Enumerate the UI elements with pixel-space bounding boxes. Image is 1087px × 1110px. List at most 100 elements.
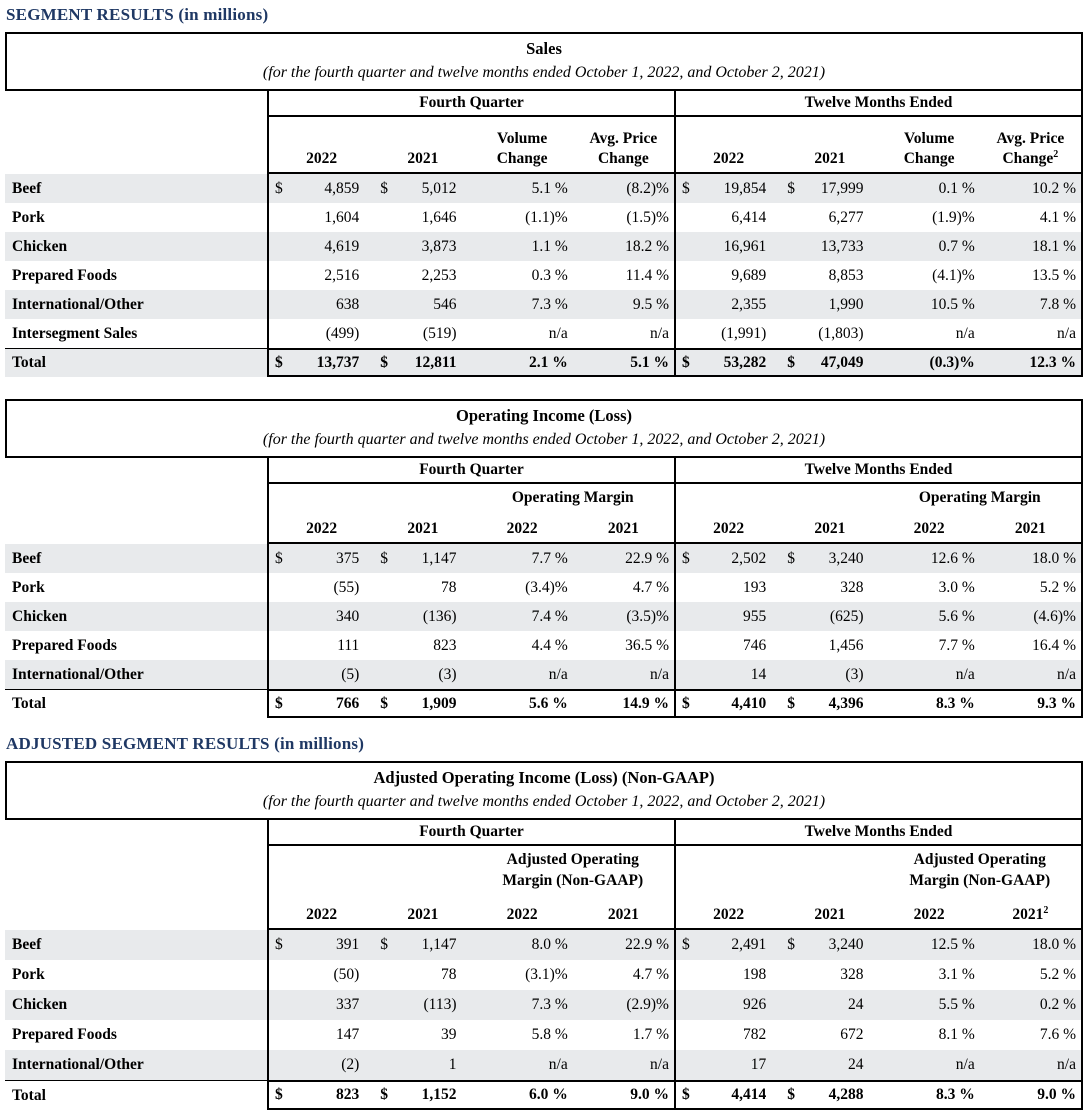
- column-header-line2: Change2: [1002, 148, 1059, 167]
- percent-cell: 18.2 %: [573, 232, 674, 261]
- year-header-row: 2022 2021 2022 2021: [269, 905, 674, 925]
- footnote-superscript: 2: [1053, 148, 1059, 160]
- percent-cell: 18.1 %: [980, 232, 1081, 261]
- twelve-months-cells: $4,410 $4,396 8.3 % 9.3 %: [674, 689, 1083, 718]
- fourth-quarter-cells: $13,737 $12,811 2.1 % 5.1 %: [267, 348, 674, 377]
- column-header-line2: 2021: [814, 150, 846, 167]
- amount-cell: 340: [269, 602, 374, 631]
- fourth-quarter-cells: $391 $1,147 8.0 % 22.9 %: [267, 930, 674, 960]
- adjusted-operating-income-table: Adjusted Operating Income (Loss) (Non-GA…: [5, 761, 1083, 1110]
- year-header: 2021: [980, 519, 1081, 539]
- fourth-quarter-cells: (50) 78 (3.1)% 4.7 %: [267, 960, 674, 990]
- amount-cell: 111: [269, 631, 374, 660]
- margin-span-line: Operating Margin: [511, 489, 634, 506]
- amount-cell: 6,414: [676, 203, 781, 232]
- percent-cell: 22.9 %: [573, 544, 674, 573]
- amount-cell: $766: [269, 691, 374, 716]
- dollar-sign: $: [787, 549, 796, 567]
- column-headers-twelve-months: Adjusted Operating Margin (Non-GAAP) 2022 2…: [674, 846, 1083, 930]
- segment-results-heading: SEGMENT RESULTS (in millions): [6, 5, 269, 24]
- amount-cell: $17,999: [781, 174, 878, 203]
- year-header: 2021: [374, 519, 471, 539]
- amount-cell: (3): [781, 660, 878, 689]
- cell-value: 7.8 %: [1039, 295, 1076, 313]
- cell-value: (1,991): [721, 324, 767, 342]
- amount-cell: 24: [781, 990, 878, 1020]
- twelve-months-cells: 6,414 6,277 (1.9)% 4.1 %: [674, 203, 1083, 232]
- cell-value: 5.1 %: [531, 179, 568, 197]
- percent-cell: 7.6 %: [980, 1020, 1081, 1050]
- cell-value: (3.5)%: [626, 607, 669, 625]
- dollar-sign: $: [787, 179, 796, 197]
- column-header-line2: 2022: [713, 150, 745, 167]
- dollar-sign: $: [275, 1086, 283, 1103]
- column-header-band: 2022 2021 Volume Change Avg. Price Change 2022…: [5, 117, 1083, 174]
- group-header-band: Fourth Quarter Twelve Months Ended: [5, 820, 1083, 846]
- cell-value: 1,152: [421, 1086, 457, 1103]
- percent-cell: 5.2 %: [980, 573, 1081, 602]
- table-title: Adjusted Operating Income (Loss) (Non-GA…: [373, 768, 715, 787]
- amount-cell: 638: [269, 290, 374, 319]
- twelve-months-cells: 746 1,456 7.7 % 16.4 %: [674, 631, 1083, 660]
- twelve-months-cells: 782 672 8.1 % 7.6 %: [674, 1020, 1083, 1050]
- cell-value: 17,999: [820, 179, 864, 197]
- fourth-quarter-cells: 337 (113) 7.3 % (2.9)%: [267, 990, 674, 1020]
- table-row: Prepared Foods 147 39 5.8 % 1.7 % 782 672 8.1 %…: [5, 1020, 1083, 1050]
- twelve-months-cells: $2,491 $3,240 12.5 % 18.0 %: [674, 930, 1083, 960]
- cell-value: 22.9 %: [625, 549, 669, 567]
- percent-cell: 9.3 %: [980, 691, 1081, 716]
- percent-cell: n/a: [878, 1050, 979, 1080]
- column-header-line2: Change: [903, 150, 955, 167]
- cell-value: 4.7 %: [632, 578, 669, 596]
- cell-value: 3,873: [421, 237, 457, 255]
- percent-cell: 10.5 %: [878, 290, 979, 319]
- row-label: International/Other: [12, 665, 144, 683]
- margin-span-header: Adjusted Operating Margin (Non-GAAP): [879, 848, 1082, 891]
- column-header-line2: 2021: [814, 520, 846, 537]
- row-label: International/Other: [12, 1056, 144, 1073]
- amount-cell: 8,853: [781, 261, 878, 290]
- row-label-spacer: [5, 91, 267, 117]
- amount-cell: 198: [676, 960, 781, 990]
- amount-cell: (3): [374, 660, 471, 689]
- margin-span-line: Margin (Non-GAAP): [502, 872, 644, 889]
- percent-cell: n/a: [471, 319, 572, 348]
- percent-cell: 2.1 %: [471, 350, 572, 375]
- twelve-months-cells: 193 328 3.0 % 5.2 %: [674, 573, 1083, 602]
- amount-cell: 16,961: [676, 232, 781, 261]
- group-header-fourth-quarter: Fourth Quarter: [267, 458, 674, 484]
- cell-value: (3): [845, 665, 864, 683]
- percent-cell: 5.6 %: [878, 602, 979, 631]
- row-label: Total: [5, 1080, 267, 1110]
- row-label-spacer: [5, 484, 267, 544]
- cell-value: n/a: [650, 324, 669, 342]
- table-row: Intersegment Sales (499) (519) n/a n/a (1,991…: [5, 319, 1083, 348]
- cell-value: (0.3)%: [929, 353, 975, 371]
- column-header: Volume Change: [878, 129, 979, 169]
- cell-value: 4.7 %: [632, 966, 669, 983]
- column-header-band: Operating Margin 2022 2021 2022 2021 Operatin…: [5, 484, 1083, 544]
- row-label: Beef: [12, 936, 42, 953]
- percent-cell: 7.7 %: [878, 631, 979, 660]
- cell-value: (3.1)%: [525, 966, 568, 983]
- group-header-label: Fourth Quarter: [419, 94, 524, 111]
- fourth-quarter-cells: 2,516 2,253 0.3 % 11.4 %: [267, 261, 674, 290]
- cell-value: 5.2 %: [1039, 966, 1076, 983]
- cell-value: 24: [847, 1056, 864, 1073]
- amount-cell: 193: [676, 573, 781, 602]
- amount-cell: $13,737: [269, 350, 374, 375]
- column-header-line2: 2021: [407, 150, 439, 167]
- cell-value: 6.0 %: [528, 1086, 568, 1103]
- percent-cell: 9.0 %: [573, 1082, 674, 1108]
- margin-span-header: Adjusted Operating Margin (Non-GAAP): [472, 848, 675, 891]
- cell-value: 340: [336, 607, 360, 625]
- cell-value: 3,240: [828, 549, 864, 567]
- cell-value: 10.2 %: [1032, 179, 1076, 197]
- twelve-months-cells: 9,689 8,853 (4.1)% 13.5 %: [674, 261, 1083, 290]
- fourth-quarter-cells: (5) (3) n/a n/a: [267, 660, 674, 689]
- column-header-line2: 2021: [607, 520, 639, 537]
- percent-cell: (0.3)%: [878, 350, 979, 375]
- column-header-line2: 2021: [407, 520, 439, 537]
- row-label: Prepared Foods: [12, 266, 117, 284]
- year-header: 2021: [781, 519, 878, 539]
